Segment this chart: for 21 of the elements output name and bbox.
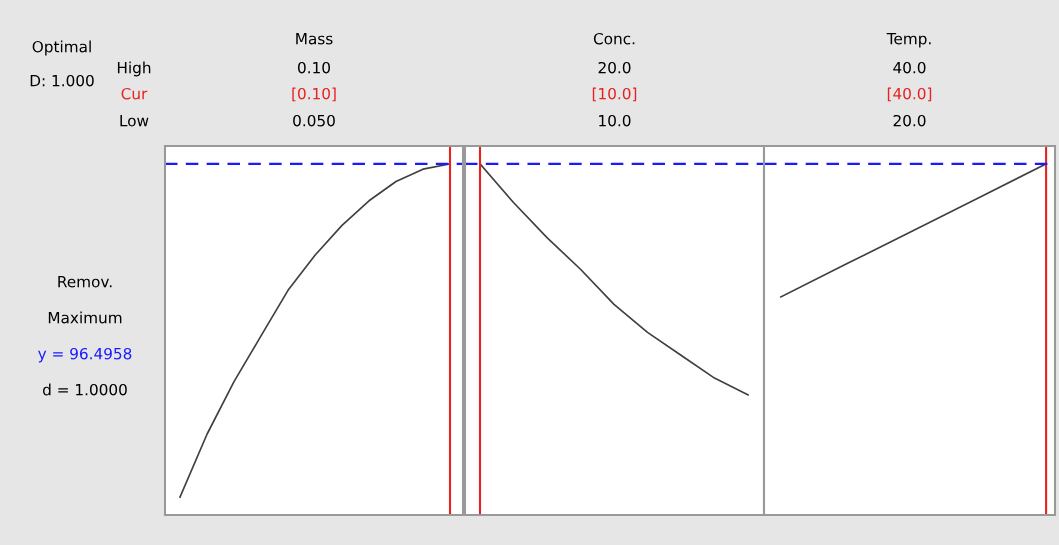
text: 0.050	[293, 114, 335, 127]
chart-title: Mass	[296, 33, 333, 45]
text: D: 1.000	[30, 74, 94, 87]
text: Optimal	[32, 40, 91, 56]
text: [0.10]	[292, 87, 336, 102]
chart-title: Temp.	[886, 33, 931, 48]
text: 20.0	[598, 61, 631, 74]
text: Remov.	[58, 276, 112, 288]
text: Low	[120, 115, 149, 127]
text: 20.0	[893, 114, 926, 127]
chart-title: Conc.	[593, 32, 635, 45]
text: Maximum	[48, 311, 122, 324]
text: d = 1.0000	[43, 383, 127, 396]
text: Cur	[121, 87, 148, 100]
text: [10.0]	[592, 87, 637, 102]
text: y = 96.4958	[38, 347, 132, 363]
text: High	[117, 61, 151, 77]
text: 0.10	[298, 61, 330, 74]
text: [40.0]	[887, 87, 932, 102]
text: 40.0	[893, 61, 926, 74]
text: 10.0	[599, 114, 631, 127]
